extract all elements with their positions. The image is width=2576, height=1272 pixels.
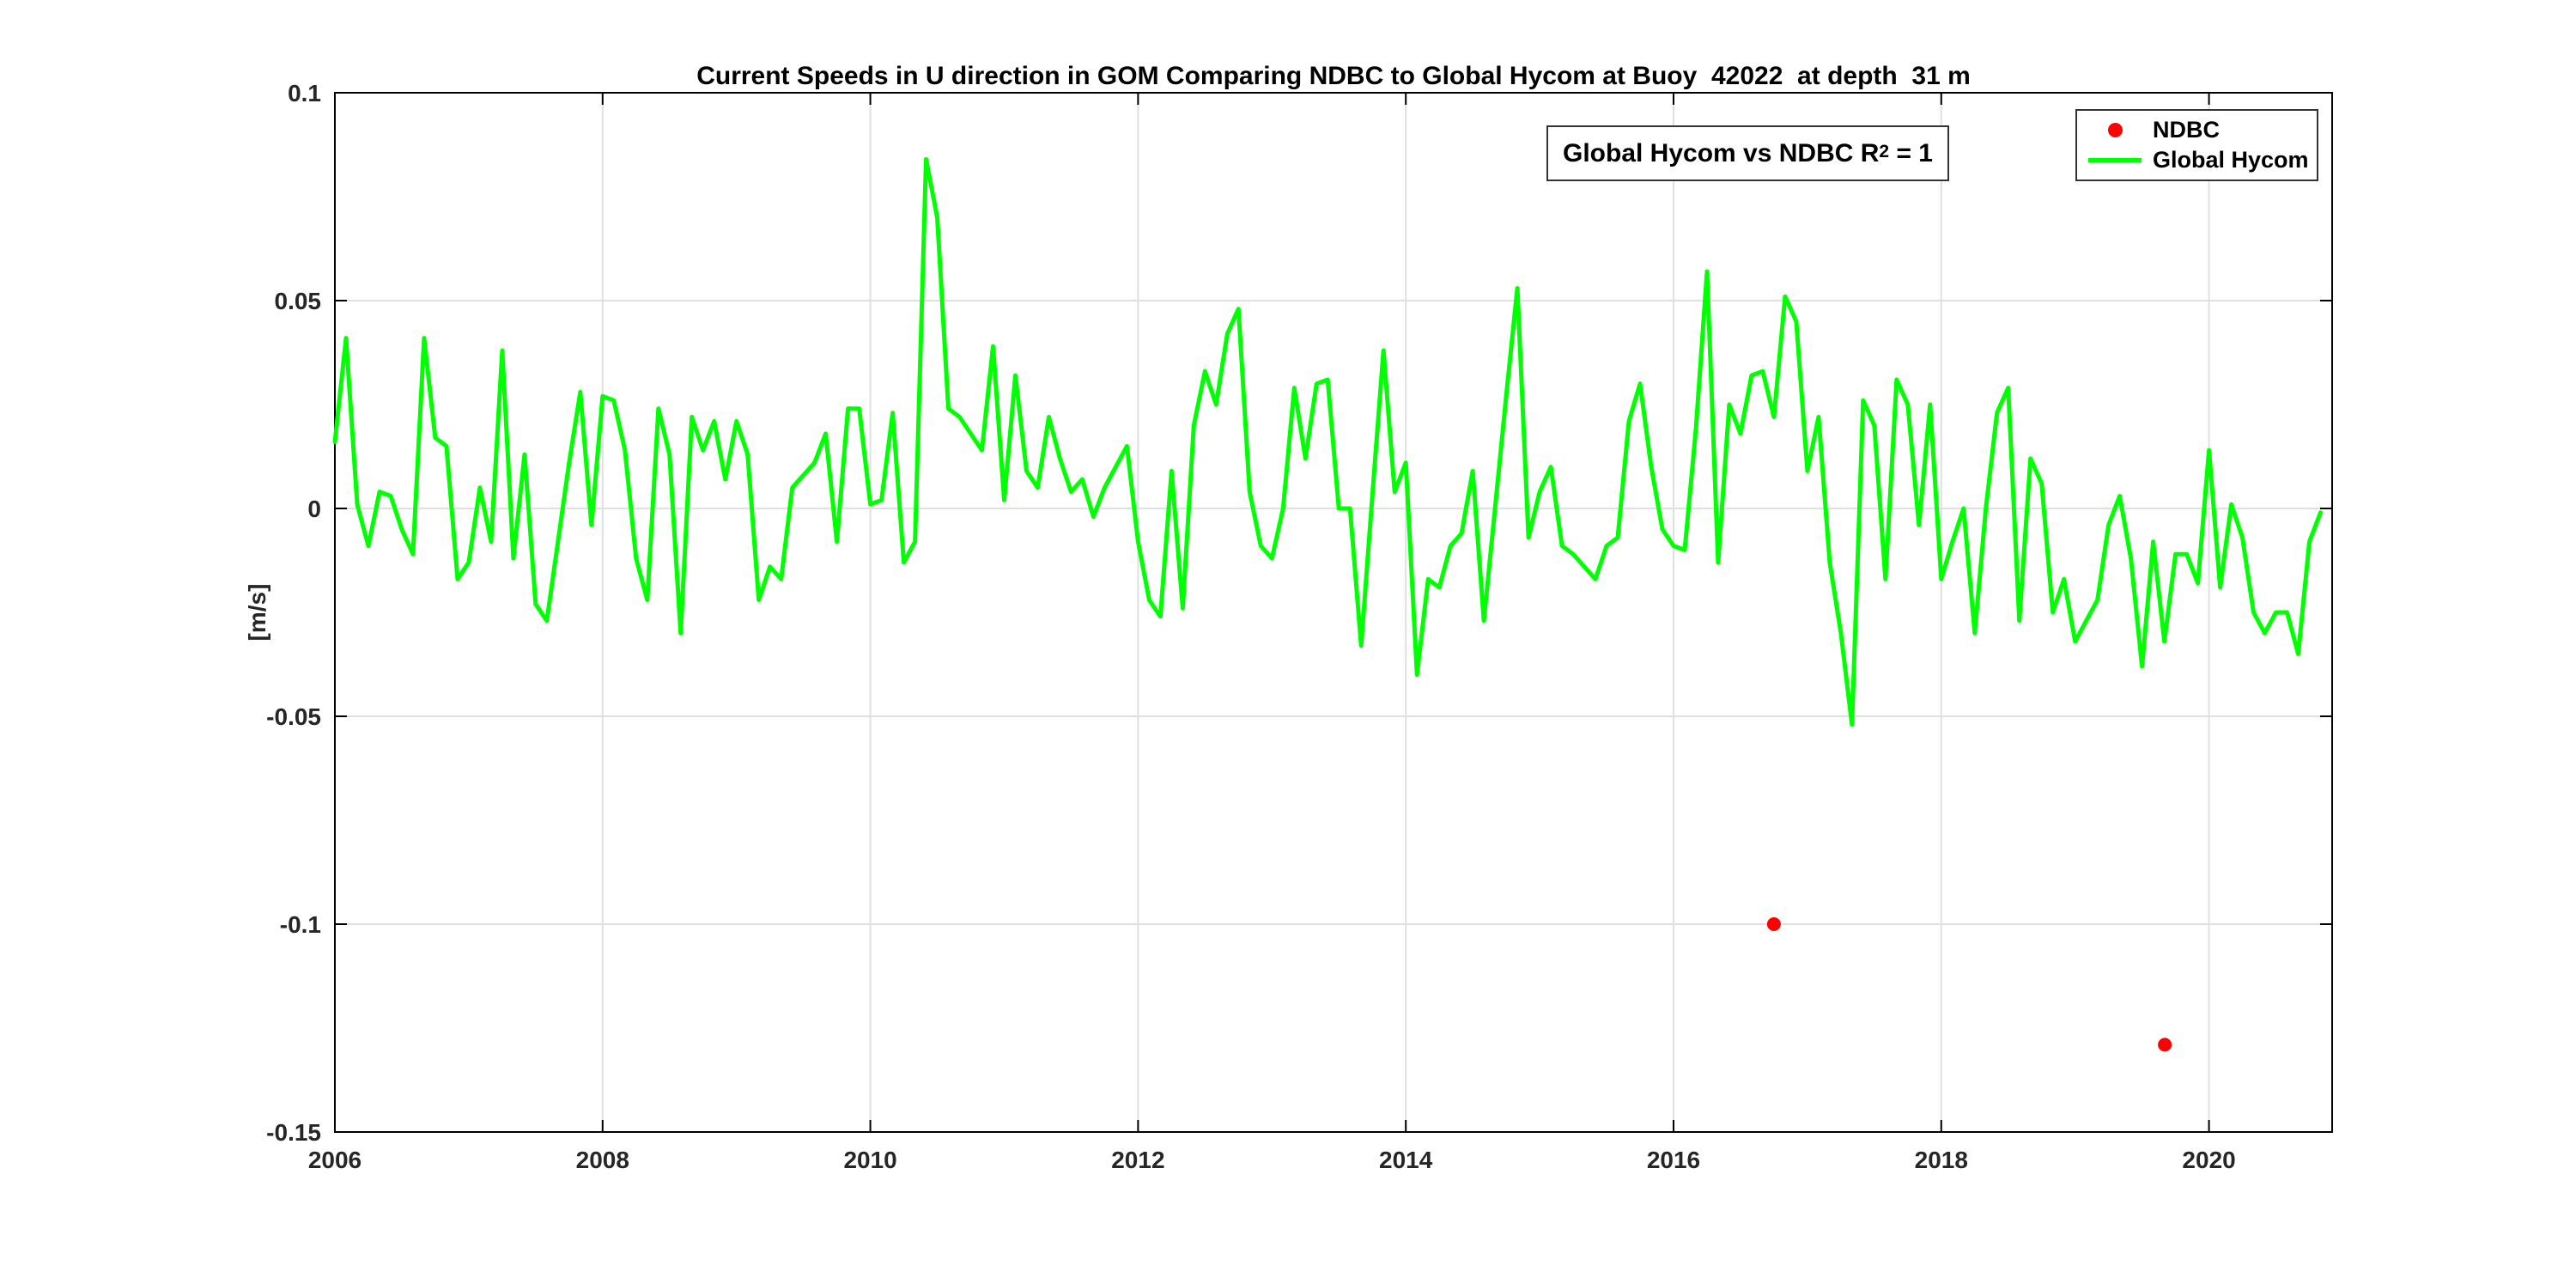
ndbc-data-point bbox=[2158, 1038, 2172, 1052]
legend-swatch-global-hycom bbox=[2077, 158, 2153, 163]
legend-item-global-hycom: Global Hycom bbox=[2077, 146, 2317, 175]
x-tick-label: 2018 bbox=[1915, 1147, 1968, 1173]
legend-label-global-hycom: Global Hycom bbox=[2153, 147, 2309, 173]
x-tick-label: 2006 bbox=[308, 1147, 361, 1173]
legend-swatch-ndbc bbox=[2077, 122, 2153, 137]
y-tick-label: -0.05 bbox=[266, 703, 321, 730]
x-tick-label: 2008 bbox=[576, 1147, 629, 1173]
legend: NDBC Global Hycom bbox=[2075, 109, 2318, 181]
x-tick-label: 2020 bbox=[2182, 1147, 2235, 1173]
x-tick-label: 2012 bbox=[1111, 1147, 1164, 1173]
y-tick-label: 0.05 bbox=[275, 288, 322, 314]
y-axis-label: [m/s] bbox=[244, 583, 270, 642]
y-tick-label: -0.1 bbox=[280, 911, 321, 938]
ndbc-data-point bbox=[1766, 917, 1781, 931]
legend-label-ndbc: NDBC bbox=[2153, 116, 2220, 143]
x-tick-label: 2014 bbox=[1379, 1147, 1433, 1173]
chart-title: Current Speeds in U direction in GOM Com… bbox=[696, 62, 1971, 90]
x-tick-label: 2016 bbox=[1647, 1147, 1700, 1173]
legend-item-ndbc: NDBC bbox=[2077, 115, 2317, 144]
y-tick-label: 0.1 bbox=[288, 80, 321, 107]
annotation-text-prefix: Global Hycom vs NDBC R bbox=[1563, 138, 1880, 167]
global-hycom-line-icon bbox=[2088, 158, 2142, 163]
y-tick-label: -0.15 bbox=[266, 1119, 321, 1146]
global-hycom-series-line bbox=[332, 156, 2323, 727]
annotation-text-suffix: = 1 bbox=[1889, 138, 1933, 167]
y-tick-label: 0 bbox=[307, 496, 321, 522]
axes-box bbox=[334, 92, 2333, 1133]
ndbc-marker-icon bbox=[2107, 122, 2123, 137]
x-tick-label: 2010 bbox=[843, 1147, 896, 1173]
